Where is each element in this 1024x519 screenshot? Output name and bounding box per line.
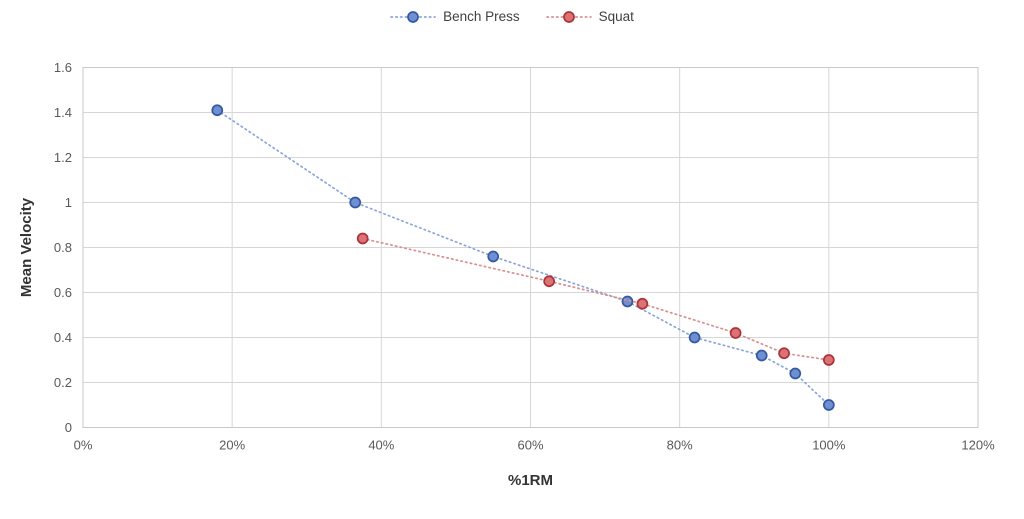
y-tick-label: 0.8	[54, 240, 72, 255]
data-point-marker	[778, 347, 790, 360]
series-line	[216, 109, 830, 406]
y-tick-label: 0.4	[54, 330, 72, 345]
data-point-marker	[211, 104, 224, 117]
y-tick-label: 1	[65, 195, 72, 210]
data-point-marker	[487, 250, 500, 263]
data-point-marker	[822, 399, 835, 411]
x-tick-label: 0%	[74, 438, 93, 453]
data-point-marker	[356, 232, 369, 245]
x-tick-label: 60%	[517, 438, 543, 453]
legend-item-bench-press: Bench Press	[390, 10, 520, 24]
legend-item-squat: Squat	[545, 9, 634, 25]
legend-label-squat: Squat	[598, 9, 634, 25]
data-point-marker	[789, 367, 802, 380]
chart-legend: Bench Press Squat	[0, 10, 1024, 24]
x-tick-label: 120%	[961, 438, 995, 453]
y-tick-label: 1.6	[54, 60, 72, 75]
data-point-marker	[822, 354, 835, 366]
y-tick-label: 1.4	[54, 105, 72, 120]
y-tick-label: 1.2	[54, 150, 72, 165]
series-line	[361, 237, 830, 361]
x-axis-title: %1RM	[507, 472, 553, 489]
data-point-marker	[543, 275, 555, 288]
y-tick-label: 0	[65, 420, 72, 435]
x-tick-label: 40%	[368, 438, 394, 453]
y-tick-label: 0.2	[54, 375, 72, 390]
data-point-marker	[636, 297, 649, 310]
data-point-marker	[688, 331, 701, 344]
squat-series-marker-icon	[545, 11, 592, 23]
data-point-marker	[729, 327, 742, 339]
x-tick-label: 20%	[219, 438, 245, 453]
y-axis-title: Mean Velocity	[18, 197, 36, 298]
x-tick-label: 100%	[812, 438, 846, 453]
x-tick-label: 80%	[667, 438, 693, 453]
data-point-marker	[349, 196, 362, 209]
y-tick-label: 0.6	[54, 285, 72, 300]
legend-label-bench-press: Bench Press	[443, 9, 520, 25]
data-point-marker	[755, 349, 768, 362]
bench-press-series-marker-icon	[390, 11, 436, 23]
